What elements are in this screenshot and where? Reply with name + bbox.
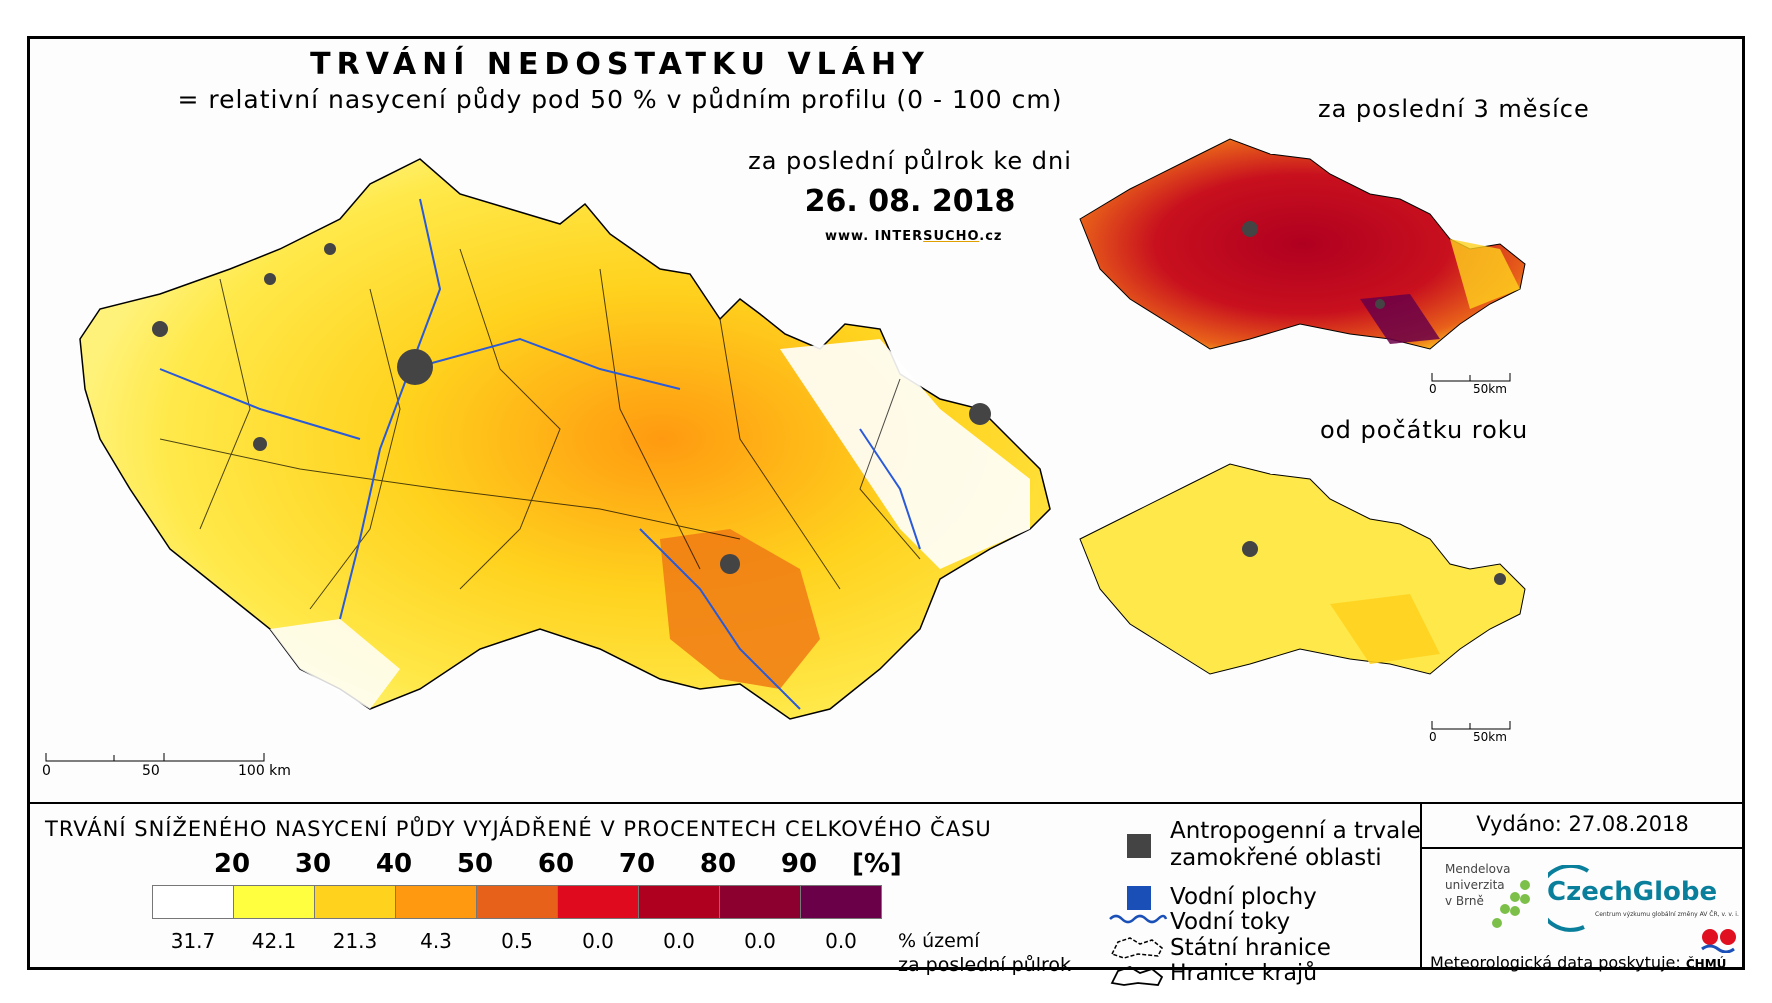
color-swatch-2 <box>314 885 396 919</box>
period-label: za poslední půlrok ke dni <box>748 147 1072 175</box>
czechglobe-swoosh-icon <box>1548 865 1590 932</box>
river-line-icon <box>1109 914 1168 924</box>
river-label: Vodní toky <box>1170 909 1291 935</box>
share-value-4: 0.5 <box>501 929 533 953</box>
scale-label-0: 0 <box>42 763 51 779</box>
legend-title: TRVÁNÍ SNÍŽENÉHO NASYCENÍ PŮDY VYJÁDŘENÉ… <box>45 817 992 841</box>
scale-label-50: 50 <box>142 763 160 779</box>
mendel-university-logo: Mendelova univerzita v Brně <box>1445 862 1511 908</box>
share-value-3: 4.3 <box>420 929 452 953</box>
inset-3months-title: za poslední 3 měsíce <box>1318 95 1590 123</box>
chmu-logo-icon <box>1701 929 1736 953</box>
color-swatch-7 <box>719 885 801 919</box>
map-subtitle: = relativní nasycení půdy pod 50 % v půd… <box>177 85 1063 114</box>
urban-areas-main <box>152 243 991 574</box>
scale-label-100: 100 km <box>238 763 291 779</box>
czechglobe-logo: CzechGlobe <box>1547 877 1718 907</box>
threshold-80: 80 <box>699 849 737 879</box>
website-link[interactable]: www. INTERSUCHO.cz <box>825 229 1003 244</box>
urban-area-label: Antropogenní a trvale zamokřené oblasti <box>1170 818 1421 871</box>
main-map <box>79 158 1051 720</box>
scale-3m-0: 0 <box>1429 382 1437 396</box>
share-value-1: 42.1 <box>251 929 297 953</box>
color-swatch-4 <box>476 885 558 919</box>
scale-3m-50: 50km <box>1473 382 1507 396</box>
color-swatch-1 <box>233 885 315 919</box>
rivers-main <box>159 198 921 710</box>
threshold-50: 50 <box>456 849 494 879</box>
state-border-label: Státní hranice <box>1170 935 1331 961</box>
state-border-icon <box>1110 937 1163 959</box>
white-zone-south <box>270 619 400 709</box>
data-provider: Meteorologická data poskytuje: ČHMÚ <box>1430 953 1727 972</box>
water-body-swatch <box>1127 886 1151 910</box>
urban-area-swatch <box>1127 834 1151 858</box>
scale-bar-main <box>45 753 265 762</box>
share-value-6: 0.0 <box>663 929 695 953</box>
threshold-90: 90 <box>780 849 818 879</box>
share-value-0: 31.7 <box>170 929 216 953</box>
info-divider <box>1422 847 1742 849</box>
inset-year-title: od počátku roku <box>1320 416 1529 444</box>
info-panel <box>1420 802 1747 970</box>
white-zone-east <box>780 339 1030 569</box>
threshold-60: 60 <box>537 849 575 879</box>
inset-map-year <box>1079 463 1526 675</box>
water-body-label: Vodní plochy <box>1170 884 1317 910</box>
czechglobe-subtitle: Centrum výzkumu globální změny AV ČR, v.… <box>1595 911 1739 918</box>
share-caption: % území za poslední půlrok <box>898 930 1072 976</box>
color-swatch-3 <box>395 885 477 919</box>
region-borders <box>159 248 921 610</box>
threshold-unit: [%] <box>852 849 902 879</box>
region-border-label: Hranice krajů <box>1170 961 1318 986</box>
threshold-20: 20 <box>213 849 251 879</box>
legend-panel <box>30 802 1742 972</box>
color-swatch-0 <box>152 885 234 919</box>
map-frame: TRVÁNÍ NEDOSTATKU VLÁHY = relativní nasy… <box>27 36 1747 986</box>
map-title: TRVÁNÍ NEDOSTATKU VLÁHY <box>310 47 930 82</box>
region-border-icon <box>1110 966 1164 986</box>
share-value-5: 0.0 <box>582 929 614 953</box>
color-swatch-5 <box>557 885 639 919</box>
share-value-2: 21.3 <box>332 929 378 953</box>
scale-year-0: 0 <box>1429 730 1437 744</box>
map-date: 26. 08. 2018 <box>804 184 1016 219</box>
threshold-40: 40 <box>375 849 413 879</box>
color-swatch-8 <box>800 885 882 919</box>
inset-map-3months <box>1079 138 1526 350</box>
share-value-8: 0.0 <box>825 929 857 953</box>
color-swatch-6 <box>638 885 720 919</box>
scale-bar-year <box>1431 721 1511 730</box>
issued-date: Vydáno: 27.08.2018 <box>1476 812 1689 836</box>
share-value-7: 0.0 <box>744 929 776 953</box>
scale-bar-3months <box>1431 373 1511 382</box>
scale-year-50: 50km <box>1473 730 1507 744</box>
threshold-30: 30 <box>294 849 332 879</box>
threshold-70: 70 <box>618 849 656 879</box>
mendel-dots-icon <box>1492 880 1530 928</box>
